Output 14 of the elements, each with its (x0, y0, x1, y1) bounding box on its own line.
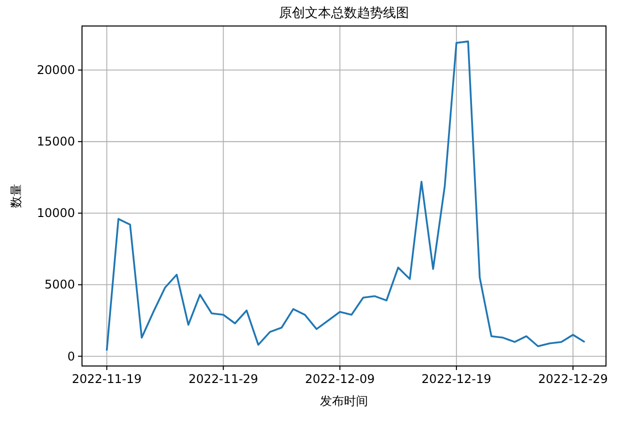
y-tick-label: 15000 (36, 134, 75, 149)
x-tick-label: 2022-11-19 (72, 372, 142, 386)
x-axis-title: 发布时间 (320, 394, 368, 408)
y-tick-label: 10000 (36, 206, 75, 220)
x-tick-label: 2022-12-29 (538, 372, 608, 386)
y-tick-label: 0 (67, 349, 75, 364)
x-tick-label: 2022-11-29 (188, 372, 258, 386)
x-tick-label: 2022-12-09 (304, 372, 375, 386)
line-series (106, 40, 586, 352)
y-tick-label: 20000 (36, 63, 75, 78)
x-tick-label: 2022-12-19 (422, 372, 492, 386)
y-axis-title: 数量 (9, 184, 23, 208)
y-tick-label: 5000 (44, 278, 75, 292)
chart-title: 原创文本总数趋势线图 (279, 6, 409, 21)
